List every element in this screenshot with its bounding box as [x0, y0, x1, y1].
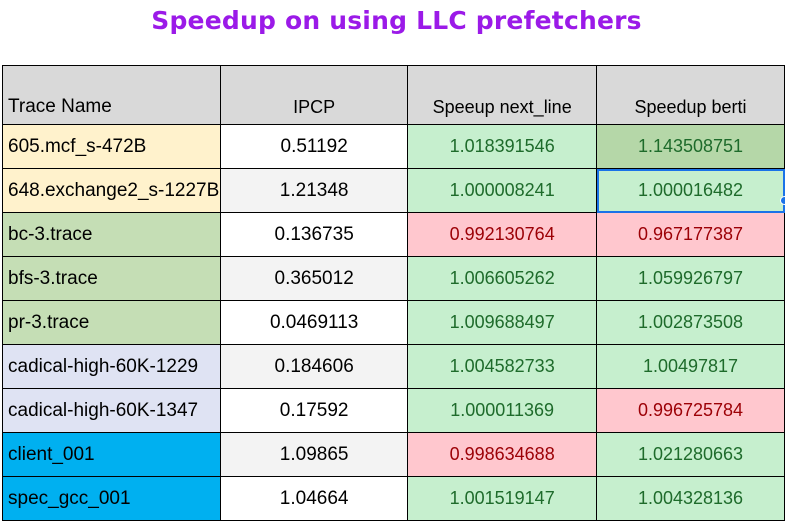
trace-name-cell[interactable]: bfs-3.trace — [2, 256, 221, 301]
speedup-berti-cell[interactable]: 0.996725784 — [596, 388, 785, 433]
trace-name-cell[interactable]: 605.mcf_s-472B — [2, 124, 221, 169]
trace-name-cell[interactable]: spec_gcc_001 — [2, 476, 221, 521]
table-row: cadical-high-60K-1347 0.17592 1.000011369 0… — [2, 388, 785, 433]
speedup-next-line-cell[interactable]: 1.000008241 — [407, 168, 597, 213]
speedup-next-line-cell[interactable]: 1.004582733 — [407, 344, 597, 389]
table-row: cadical-high-60K-1229 0.184606 1.004582733… — [2, 344, 785, 389]
ipcp-cell[interactable]: 1.04664 — [219, 476, 409, 521]
speedup-next-line-cell[interactable]: 1.001519147 — [407, 476, 597, 521]
header-row: Trace Name IPCP Speeup next_line Speedup… — [2, 65, 785, 125]
speedup-berti-cell[interactable]: 1.004328136 — [596, 476, 785, 521]
ipcp-cell[interactable]: 1.21348 — [219, 168, 409, 213]
ipcp-cell[interactable]: 0.184606 — [219, 344, 409, 389]
table-row: client_001 1.09865 0.998634688 1.021280663 — [2, 432, 785, 477]
ipcp-cell[interactable]: 0.17592 — [219, 388, 409, 433]
ipcp-cell[interactable]: 0.51192 — [219, 124, 409, 169]
header-speedup-next-line[interactable]: Speeup next_line — [407, 65, 597, 125]
speedup-next-line-cell[interactable]: 1.006605262 — [407, 256, 597, 301]
sheet-title: Speedup on using LLC prefetchers — [151, 6, 642, 35]
ipcp-cell[interactable]: 1.09865 — [219, 432, 409, 477]
trace-name-cell[interactable]: pr-3.trace — [2, 300, 221, 345]
table-row: bc-3.trace 0.136735 0.992130764 0.967177387 — [2, 212, 785, 257]
table-row: bfs-3.trace 0.365012 1.006605262 1.05992679… — [2, 256, 785, 301]
speedup-berti-cell[interactable]: 1.143508751 — [596, 124, 785, 169]
ipcp-cell[interactable]: 0.365012 — [219, 256, 409, 301]
speedup-next-line-cell[interactable]: 1.018391546 — [407, 124, 597, 169]
speedup-berti-cell[interactable]: 1.00497817 — [596, 344, 785, 389]
speedup-berti-cell[interactable]: 0.967177387 — [596, 212, 785, 257]
header-speedup-berti[interactable]: Speedup berti — [596, 65, 785, 125]
trace-name-cell[interactable]: client_001 — [2, 432, 221, 477]
speedup-berti-cell[interactable]: 1.059926797 — [596, 256, 785, 301]
header-ipcp[interactable]: IPCP — [219, 65, 409, 125]
trace-name-cell[interactable]: 648.exchange2_s-1227B — [2, 168, 221, 213]
header-trace-name[interactable]: Trace Name — [2, 65, 221, 125]
speedup-berti-cell[interactable]: 1.021280663 — [596, 432, 785, 477]
trace-name-cell[interactable]: cadical-high-60K-1229 — [2, 344, 221, 389]
ipcp-cell[interactable]: 0.0469113 — [219, 300, 409, 345]
selection-fill-handle[interactable] — [780, 196, 785, 205]
table-row: pr-3.trace 0.0469113 1.009688497 1.00287350… — [2, 300, 785, 345]
speedup-next-line-cell[interactable]: 1.009688497 — [407, 300, 597, 345]
table-row: spec_gcc_001 1.04664 1.001519147 1.00432813… — [2, 476, 785, 521]
speedup-next-line-cell[interactable]: 1.000011369 — [407, 388, 597, 433]
table-row: 648.exchange2_s-1227B 1.21348 1.000008241 1… — [2, 168, 785, 213]
speedup-next-line-cell[interactable]: 0.998634688 — [407, 432, 597, 477]
trace-name-cell[interactable]: bc-3.trace — [2, 212, 221, 257]
speedup-next-line-cell[interactable]: 0.992130764 — [407, 212, 597, 257]
table-row: 605.mcf_s-472B 0.51192 1.018391546 1.143508… — [2, 124, 785, 169]
speedup-berti-cell[interactable]: 1.002873508 — [596, 300, 785, 345]
trace-name-cell[interactable]: cadical-high-60K-1347 — [2, 388, 221, 433]
ipcp-cell[interactable]: 0.136735 — [219, 212, 409, 257]
speedup-table: Trace Name IPCP Speeup next_line Speedup… — [2, 65, 785, 521]
speedup-berti-cell[interactable]: 1.000016482 — [596, 168, 785, 213]
